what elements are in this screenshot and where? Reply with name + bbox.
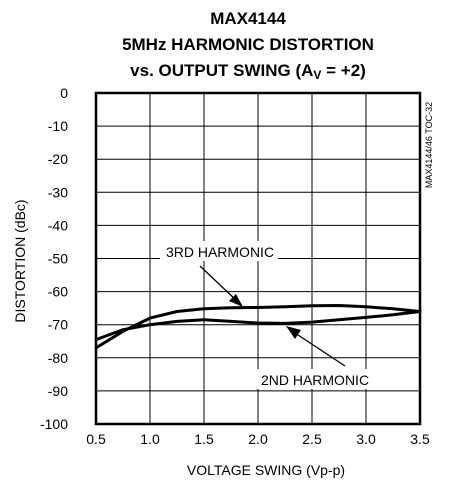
y-tick-label-7: -70	[48, 317, 68, 333]
y-tick-label-6: -60	[48, 284, 68, 300]
side-note: MAX4144/46 TOC-32	[424, 102, 434, 188]
x-axis-label: VOLTAGE SWING (Vp-p)	[187, 462, 345, 478]
x-tick-label-0: 0.5	[86, 431, 106, 447]
annotations: 3RD HARMONIC 2ND HARMONIC	[160, 241, 374, 389]
x-tick-label-3: 2.0	[248, 431, 268, 447]
y-tick-labels: 0 -10 -20 -30 -40 -50 -60 -70 -80 -90 -100	[40, 85, 68, 432]
chart-title-line-1: MAX4144	[210, 9, 286, 28]
y-axis-label: DISTORTION (dBc)	[12, 199, 28, 322]
annotation-3rd-arrowhead	[229, 294, 243, 307]
chart-title-line-2: 5MHz HARMONIC DISTORTION	[122, 35, 374, 54]
y-tick-label-2: -20	[48, 151, 68, 167]
annotation-3rd-harmonic: 3RD HARMONIC	[166, 244, 274, 260]
chart-title-line-3: vs. OUTPUT SWING (AV = +2)	[130, 61, 366, 82]
y-tick-label-0: 0	[60, 85, 68, 101]
annotation-2nd-arrow	[291, 330, 346, 367]
x-tick-label-2: 1.5	[194, 431, 214, 447]
y-tick-label-5: -50	[48, 251, 68, 267]
x-tick-label-5: 3.0	[356, 431, 376, 447]
axes	[94, 91, 422, 426]
y-tick-label-8: -80	[48, 350, 68, 366]
annotation-2nd-arrowhead	[286, 326, 301, 339]
x-tick-labels: 0.5 1.0 1.5 2.0 2.5 3.0 3.5	[86, 431, 430, 447]
series-line-2nd-harmonic	[94, 310, 422, 342]
series-line-3rd-harmonic	[94, 304, 422, 350]
annotation-3rd-arrow	[199, 265, 239, 303]
x-tick-label-4: 2.5	[302, 431, 322, 447]
chart-title: MAX4144 5MHz HARMONIC DISTORTION vs. OUT…	[122, 9, 374, 82]
x-tick-label-1: 1.0	[140, 431, 160, 447]
annotation-2nd-bg	[256, 369, 374, 389]
plot-frame	[94, 91, 422, 426]
y-tick-label-9: -90	[48, 383, 68, 399]
annotation-3rd-bg	[160, 241, 278, 261]
x-tick-label-6: 3.5	[410, 431, 430, 447]
curves	[94, 304, 422, 350]
y-tick-label-3: -30	[48, 184, 68, 200]
y-tick-label-10: -100	[40, 416, 68, 432]
y-tick-label-1: -10	[48, 118, 68, 134]
y-tick-label-4: -40	[48, 217, 68, 233]
annotation-2nd-harmonic: 2ND HARMONIC	[261, 372, 369, 388]
